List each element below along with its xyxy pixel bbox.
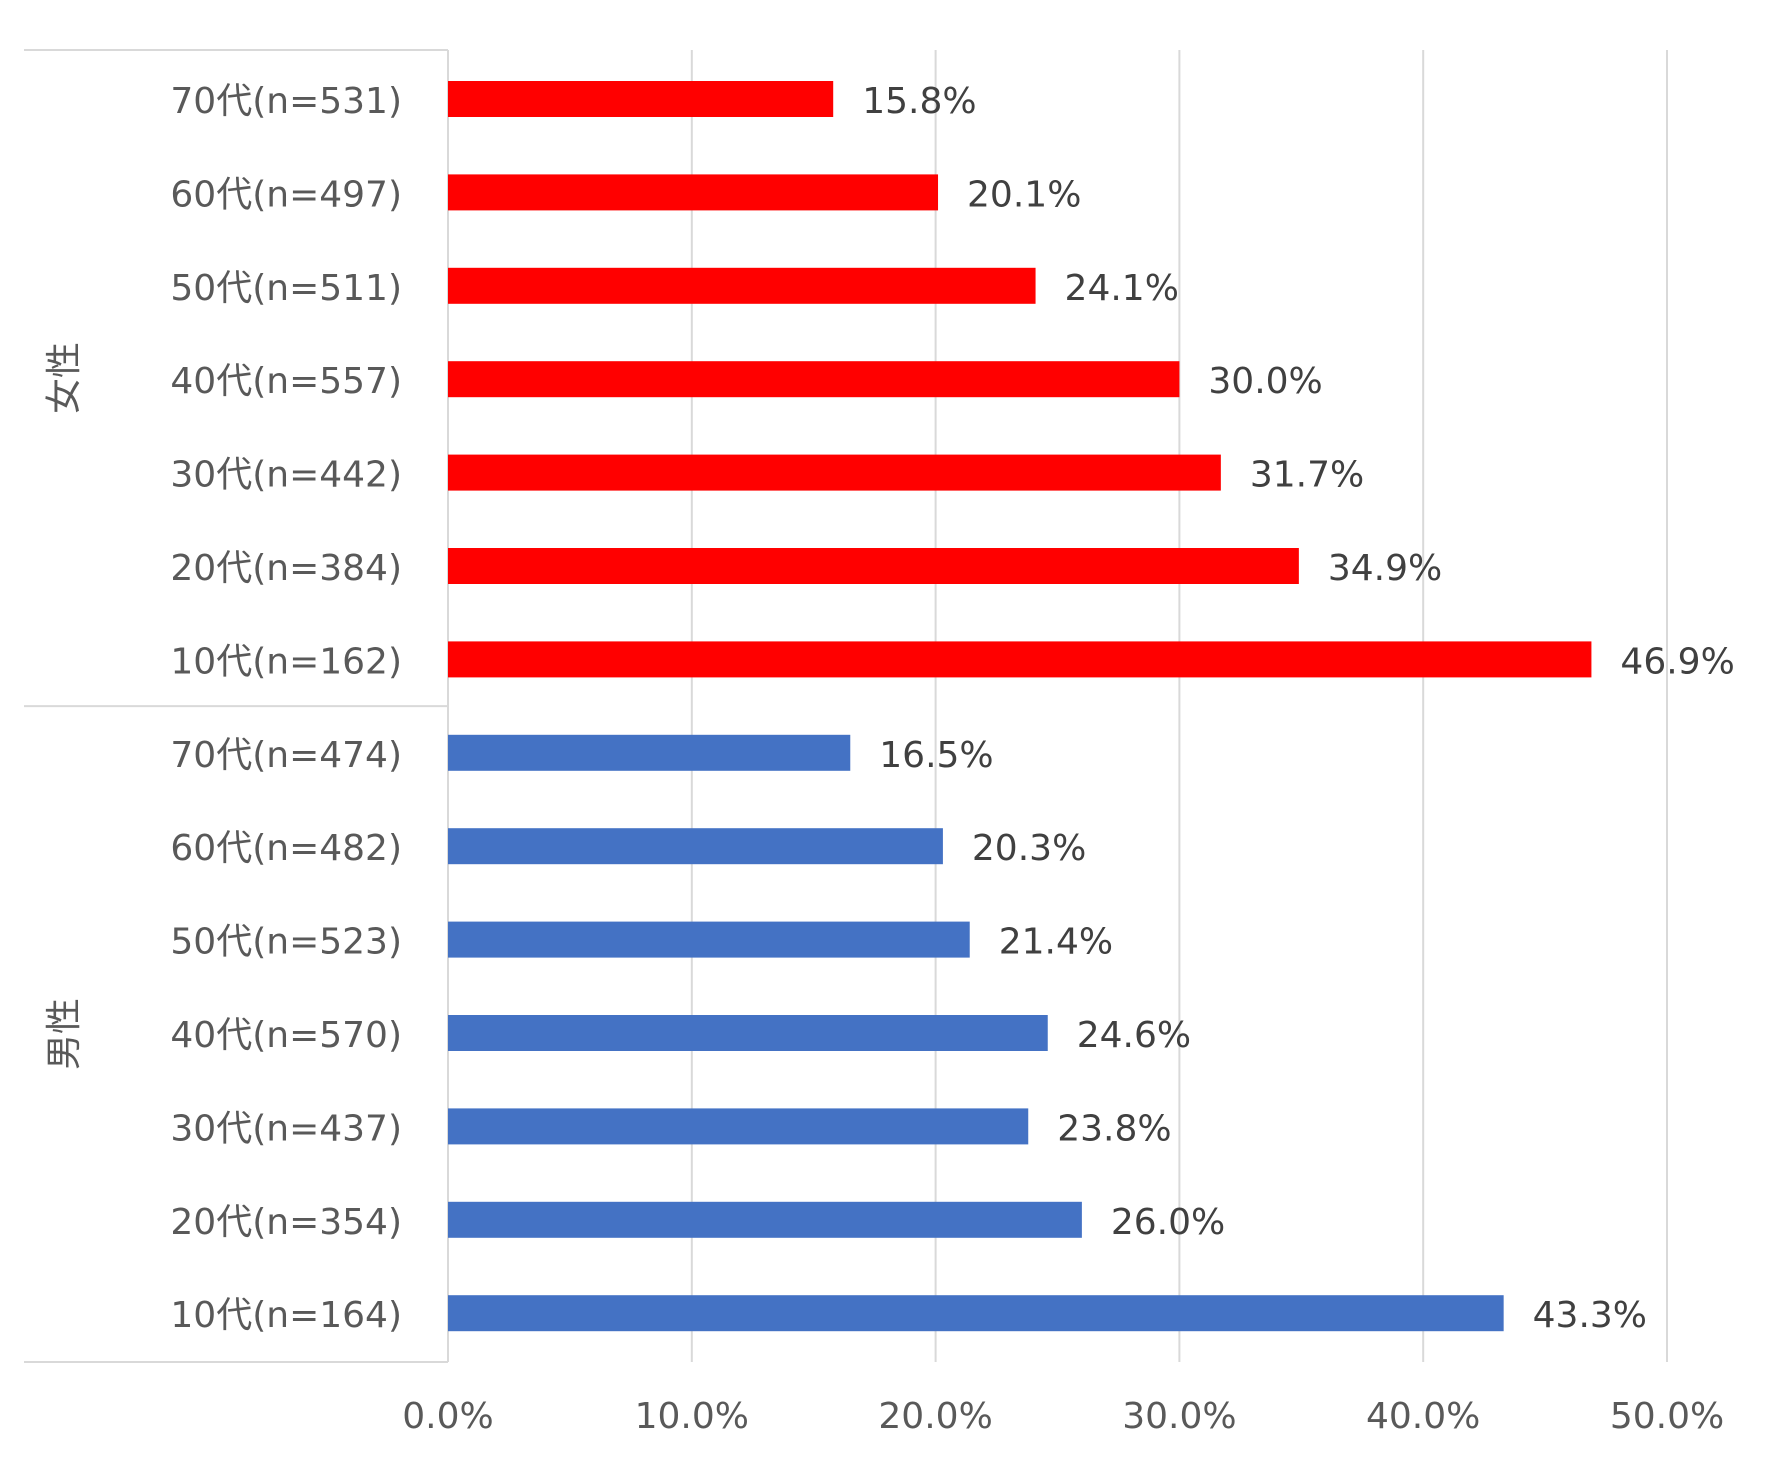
category-label: 10代(n=164)	[170, 1295, 402, 1336]
category-label: 30代(n=442)	[170, 455, 402, 496]
category-label: 10代(n=162)	[170, 641, 402, 682]
bar	[448, 267, 1036, 304]
bar	[448, 81, 834, 117]
category-label: 50代(n=511)	[170, 268, 402, 309]
data-label: 30.0%	[1208, 361, 1322, 402]
category-label: 20代(n=384)	[170, 548, 402, 589]
bar	[448, 1108, 1029, 1145]
bar	[448, 174, 939, 211]
bar	[448, 641, 1592, 678]
data-label: 43.3%	[1533, 1295, 1647, 1336]
gridlines	[690, 50, 1668, 1362]
x-axis-ticks: 0.0% 10.0% 20.0% 30.0% 40.0% 50.0%	[402, 1396, 1724, 1437]
category-labels: 70代(n=531) 60代(n=497) 50代(n=511) 40代(n=557)…	[44, 81, 402, 1336]
bar	[448, 361, 1180, 398]
x-tick-label: 40.0%	[1366, 1396, 1480, 1437]
category-label: 70代(n=531)	[170, 81, 402, 122]
category-label: 70代(n=474)	[170, 735, 402, 776]
data-label: 31.7%	[1250, 455, 1364, 496]
x-tick-label: 30.0%	[1122, 1396, 1236, 1437]
data-labels: 15.8% 20.1% 24.1% 30.0% 31.7% 34.9% 46.9% 16.5%…	[862, 81, 1735, 1336]
category-label: 30代(n=437)	[170, 1108, 402, 1149]
data-label: 15.8%	[862, 81, 976, 122]
data-label: 20.3%	[972, 828, 1086, 869]
data-label: 23.8%	[1057, 1108, 1171, 1149]
x-tick-label: 50.0%	[1610, 1396, 1724, 1437]
data-label: 46.9%	[1620, 641, 1734, 682]
category-label: 60代(n=482)	[170, 828, 402, 869]
category-axis	[24, 49, 449, 1363]
bars	[448, 81, 1592, 1332]
category-label: 40代(n=570)	[170, 1015, 402, 1056]
bar	[448, 921, 970, 958]
x-tick-label: 10.0%	[635, 1396, 749, 1437]
category-label: 20代(n=354)	[170, 1202, 402, 1243]
category-label: 50代(n=523)	[170, 922, 402, 963]
data-label: 20.1%	[967, 174, 1081, 215]
bar	[448, 548, 1299, 584]
group-label: 男性	[44, 998, 85, 1070]
bar	[448, 1295, 1504, 1332]
bar	[448, 828, 943, 865]
data-label: 34.9%	[1328, 548, 1442, 589]
bar	[448, 1201, 1082, 1238]
category-label: 40代(n=557)	[170, 361, 402, 402]
bar	[448, 454, 1221, 491]
x-tick-label: 0.0%	[402, 1396, 493, 1437]
data-label: 24.6%	[1077, 1015, 1191, 1056]
bar	[448, 734, 851, 771]
data-label: 16.5%	[879, 735, 993, 776]
x-tick-label: 20.0%	[878, 1396, 992, 1437]
category-label: 60代(n=497)	[170, 174, 402, 215]
bar	[448, 1015, 1048, 1051]
data-label: 24.1%	[1065, 268, 1179, 309]
data-label: 21.4%	[999, 922, 1113, 963]
data-label: 26.0%	[1111, 1202, 1225, 1243]
group-label: 女性	[44, 342, 85, 414]
